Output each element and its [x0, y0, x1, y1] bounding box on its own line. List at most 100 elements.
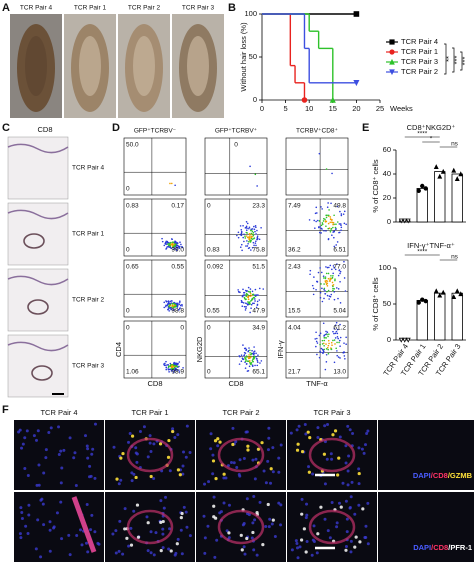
event-dot	[245, 348, 248, 351]
event-dot	[173, 301, 175, 304]
signal	[306, 430, 310, 434]
nucleus	[273, 535, 277, 539]
flow-plot	[204, 320, 268, 379]
signal	[266, 502, 270, 507]
nucleus	[37, 463, 41, 467]
event-dot	[325, 168, 328, 170]
event-dot	[246, 356, 248, 358]
event-dot	[182, 367, 184, 369]
event-dot	[255, 226, 257, 229]
nucleus	[42, 523, 46, 527]
nucleus	[295, 546, 299, 550]
event-dot	[325, 337, 328, 339]
event-dot	[254, 173, 257, 176]
nucleus	[253, 477, 257, 481]
nucleus	[203, 482, 207, 486]
event-dot	[178, 361, 181, 363]
sig-bracket	[444, 43, 447, 75]
event-dot	[176, 303, 178, 306]
column-title: GFP⁺TCRBV⁻	[134, 128, 177, 135]
event-dot	[250, 303, 253, 306]
event-dot	[240, 354, 243, 356]
event-dot	[251, 233, 254, 236]
nucleus	[173, 553, 177, 557]
nucleus	[93, 530, 97, 534]
event-dot	[163, 301, 166, 304]
event-dot	[316, 219, 319, 222]
nucleus	[55, 511, 59, 515]
event-dot	[163, 364, 166, 367]
event-dot	[249, 293, 252, 295]
nucleus	[253, 518, 257, 522]
event-dot	[312, 287, 315, 290]
event-dot	[174, 305, 177, 308]
nucleus	[330, 457, 334, 461]
event-dot	[251, 246, 254, 249]
event-dot	[167, 368, 169, 370]
signal	[361, 507, 365, 511]
quadrant-value: 99.0	[171, 247, 184, 254]
signal	[146, 521, 150, 525]
nucleus	[161, 527, 165, 531]
event-dot	[324, 220, 327, 222]
event-dot	[339, 357, 341, 359]
event-dot	[170, 308, 172, 311]
signal	[159, 549, 163, 553]
nucleus	[23, 466, 27, 470]
event-dot	[255, 357, 258, 360]
nucleus	[85, 541, 89, 545]
event-dot	[323, 348, 326, 351]
event-dot	[335, 287, 338, 289]
event-dot	[331, 221, 333, 223]
event-dot	[318, 231, 321, 234]
event-dot	[333, 291, 336, 293]
marker	[440, 289, 446, 295]
signal	[246, 444, 250, 448]
x-axis-label: CD8	[147, 379, 162, 388]
signal	[344, 548, 348, 552]
event-dot	[249, 349, 251, 352]
event-dot	[324, 336, 326, 339]
event-dot	[314, 212, 317, 215]
event-dot	[258, 287, 261, 290]
signal	[119, 456, 123, 460]
marker	[398, 218, 404, 224]
sig-label: ****	[417, 131, 428, 138]
nucleus	[91, 447, 95, 451]
event-dot	[250, 249, 252, 251]
event-dot	[336, 263, 338, 265]
nucleus	[171, 427, 175, 431]
event-dot	[321, 222, 324, 224]
nucleus	[138, 430, 142, 434]
event-dot	[332, 265, 335, 267]
event-dot	[243, 347, 246, 350]
nucleus	[326, 423, 330, 427]
nucleus	[267, 426, 271, 430]
event-dot	[331, 344, 333, 347]
event-dot	[322, 220, 325, 222]
event-dot	[325, 216, 328, 219]
nucleus	[149, 449, 153, 453]
event-dot	[169, 182, 171, 185]
nucleus	[353, 512, 357, 516]
event-dot	[330, 348, 333, 351]
signal	[251, 530, 255, 535]
nucleus	[72, 456, 76, 460]
quadrant-value: 0	[207, 369, 211, 376]
nucleus	[304, 516, 308, 520]
marker	[353, 80, 360, 87]
signal	[319, 505, 323, 509]
quadrant-value: 0	[234, 142, 238, 149]
nucleus	[145, 515, 149, 519]
event-dot	[170, 302, 173, 304]
nucleus	[32, 434, 36, 438]
event-dot	[250, 239, 253, 242]
y-axis-label: Without hair loss (%)	[239, 22, 248, 92]
event-dot	[315, 288, 317, 291]
event-dot	[246, 289, 248, 292]
nucleus	[74, 483, 78, 487]
nucleus	[250, 536, 254, 540]
event-dot	[325, 343, 327, 345]
follicle	[126, 437, 174, 473]
event-dot	[254, 364, 256, 367]
